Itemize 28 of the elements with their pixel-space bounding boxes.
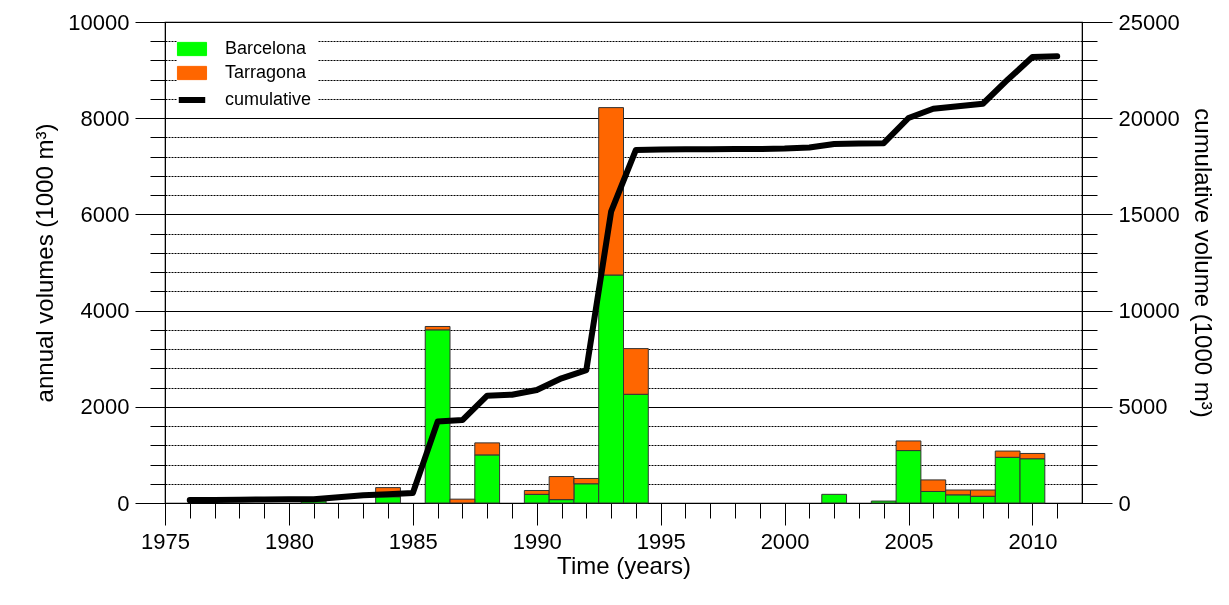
x-tick-label: 1995 bbox=[636, 528, 686, 554]
y2-tick-label: 15000 bbox=[1118, 201, 1180, 227]
x-tick-label: 2000 bbox=[760, 528, 810, 554]
y2-axis-title: cumulative volume (1000 m³) bbox=[1189, 108, 1217, 418]
legend-label: cumulative bbox=[225, 89, 312, 109]
y2-tick-label: 25000 bbox=[1118, 9, 1180, 35]
y2-tick-label: 0 bbox=[1118, 490, 1131, 516]
x-tick-label: 1990 bbox=[512, 528, 562, 554]
x-tick-label: 1975 bbox=[141, 528, 190, 554]
y-axis-title: annual volumes (1000 m³) bbox=[31, 123, 59, 403]
bar bbox=[375, 496, 401, 504]
legend-label: Barcelona bbox=[225, 38, 308, 58]
y-tick-label: 2000 bbox=[80, 394, 130, 420]
x-tick-label: 1985 bbox=[388, 528, 438, 554]
y2-tick-label: 10000 bbox=[1118, 298, 1180, 324]
y2-tick-label: 20000 bbox=[1118, 105, 1180, 131]
y-tick-label: 4000 bbox=[80, 298, 130, 324]
y-tick-label: 0 bbox=[117, 490, 130, 516]
y-tick-label: 8000 bbox=[80, 105, 130, 131]
x-tick-label: 2010 bbox=[1008, 528, 1058, 554]
x-tick-label: 2005 bbox=[884, 528, 934, 554]
y-tick-label: 6000 bbox=[80, 201, 130, 227]
bar bbox=[821, 493, 848, 504]
x-axis-title: Time (years) bbox=[557, 551, 691, 579]
legend-label: Tarragona bbox=[225, 62, 308, 82]
y-tick-label: 10000 bbox=[68, 9, 130, 35]
y2-tick-label: 5000 bbox=[1118, 394, 1168, 420]
x-tick-label: 1980 bbox=[264, 528, 314, 554]
